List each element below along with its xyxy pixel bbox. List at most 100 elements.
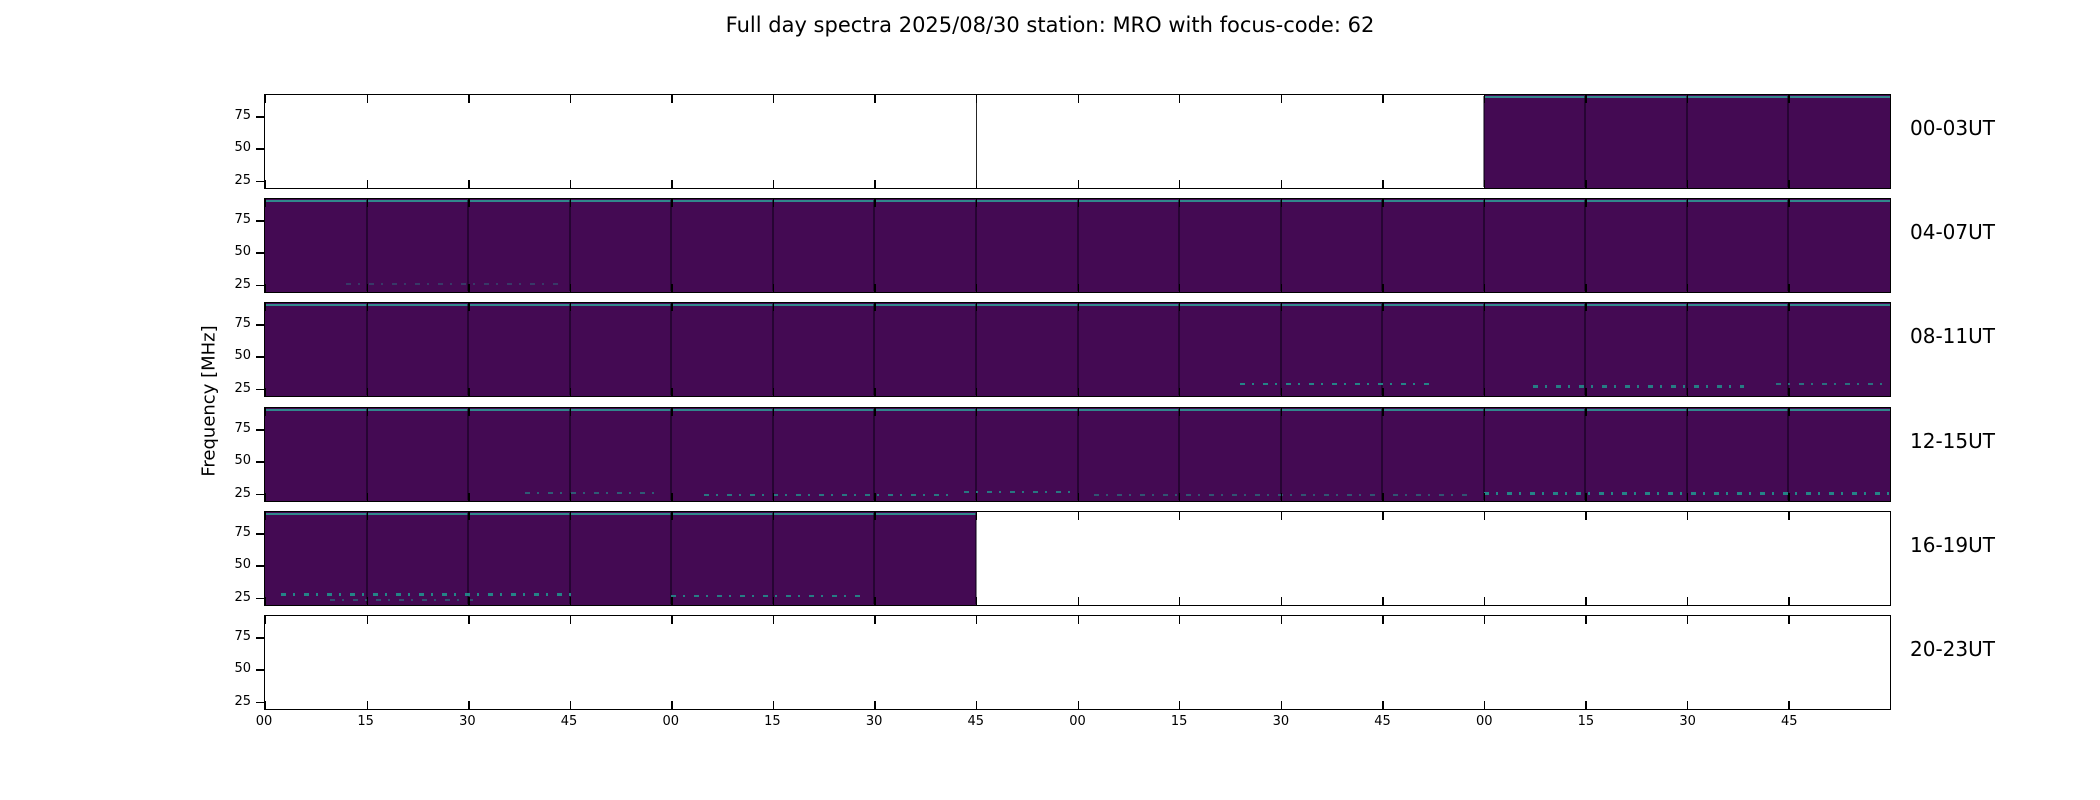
x-tick-mark — [772, 512, 775, 520]
x-tick-mark — [1179, 95, 1181, 103]
spectrogram-top-edge — [265, 513, 976, 515]
x-tick-mark — [1788, 408, 1790, 416]
x-tick-mark — [366, 616, 368, 624]
y-tick-mark — [256, 284, 264, 286]
x-tick-mark — [975, 701, 978, 709]
x-tick-mark — [1483, 493, 1486, 501]
x-tick-mark — [1585, 493, 1587, 501]
x-tick-mark — [265, 701, 267, 709]
quarter-hour-grid-line — [467, 513, 470, 604]
quarter-hour-grid-line — [1482, 200, 1485, 291]
x-tick-label: 15 — [1170, 714, 1188, 729]
x-tick-label: 00 — [662, 714, 680, 729]
x-tick-mark — [468, 180, 470, 188]
x-tick-mark — [1788, 616, 1790, 624]
x-tick-mark — [772, 616, 775, 624]
x-tick-label: 15 — [764, 714, 781, 729]
x-tick-mark — [1382, 408, 1384, 416]
x-tick-mark — [1483, 701, 1486, 709]
x-tick-mark — [265, 616, 267, 624]
quarter-hour-grid-line — [873, 200, 876, 291]
x-tick-mark — [265, 493, 267, 501]
quarter-hour-grid-line — [1787, 96, 1790, 187]
x-tick-mark — [1179, 303, 1181, 311]
x-tick-mark — [671, 180, 673, 188]
x-tick-mark — [975, 597, 978, 605]
x-tick-mark — [1280, 303, 1283, 311]
x-tick-mark — [468, 284, 470, 292]
x-tick-mark — [1077, 512, 1079, 520]
quarter-hour-grid-line — [1279, 409, 1282, 500]
x-tick-mark — [1788, 284, 1790, 292]
quarter-hour-grid-line — [1178, 304, 1181, 395]
x-tick-mark — [1585, 408, 1587, 416]
x-tick-mark — [1483, 303, 1486, 311]
x-tick-mark — [874, 597, 876, 605]
x-tick-mark — [569, 95, 572, 103]
x-tick-mark — [1686, 95, 1689, 103]
x-tick-mark — [1280, 199, 1283, 207]
y-tick-mark — [256, 116, 264, 118]
x-tick-mark — [1280, 95, 1283, 103]
x-tick-mark — [874, 199, 876, 207]
x-tick-mark — [265, 303, 267, 311]
x-tick-mark — [468, 95, 470, 103]
quarter-hour-grid-line — [1482, 304, 1485, 395]
y-tick-label: 25 — [234, 172, 251, 188]
x-tick-mark — [1585, 95, 1587, 103]
speckle-band — [1532, 384, 1744, 388]
y-tick-mark — [256, 597, 264, 599]
x-tick-mark — [1179, 180, 1181, 188]
x-tick-mark — [1179, 512, 1181, 520]
x-tick-mark — [975, 199, 978, 207]
x-tick-mark — [772, 493, 775, 501]
y-tick-mark — [256, 701, 264, 703]
spectrogram-data — [265, 512, 976, 605]
quarter-hour-grid-line — [467, 200, 470, 291]
y-tick-mark — [256, 565, 264, 567]
quarter-hour-grid-line — [771, 409, 774, 500]
quarter-hour-grid-line — [1381, 200, 1384, 291]
quarter-hour-grid-line — [467, 409, 470, 500]
spectra-panel-04-07UT: 75 50 25 — [234, 198, 1891, 293]
quarter-hour-grid-line — [1178, 409, 1181, 500]
x-tick-mark — [265, 180, 267, 188]
x-tick-label: 00 — [1475, 714, 1493, 729]
x-tick-mark — [1686, 388, 1689, 396]
quarter-hour-grid-line — [1076, 304, 1079, 395]
spectra-panel-08-11UT: 75 50 25 — [234, 302, 1891, 397]
x-tick-mark — [1686, 180, 1689, 188]
quarter-hour-grid-line — [771, 513, 774, 604]
x-tick-mark — [1280, 597, 1283, 605]
x-tick-mark — [1280, 180, 1283, 188]
quarter-hour-grid-line — [1584, 304, 1587, 395]
x-tick-mark — [265, 388, 267, 396]
x-tick-mark — [1077, 199, 1079, 207]
x-tick-mark — [874, 95, 876, 103]
x-tick-mark — [1788, 493, 1790, 501]
x-tick-mark — [874, 408, 876, 416]
x-tick-mark — [265, 284, 267, 292]
x-tick-mark — [1077, 388, 1079, 396]
x-tick-mark — [772, 180, 775, 188]
x-tick-mark — [671, 199, 673, 207]
x-tick-label: 15 — [1577, 714, 1595, 729]
quarter-hour-grid-line — [1584, 409, 1587, 500]
quarter-hour-grid-line — [1381, 304, 1384, 395]
x-tick-mark — [366, 408, 368, 416]
quarter-hour-grid-line — [1584, 96, 1587, 187]
x-tick-label: 00 — [1069, 714, 1086, 729]
quarter-hour-grid-line — [873, 513, 876, 604]
x-tick-mark — [975, 388, 978, 396]
speckle-band — [671, 594, 867, 597]
x-tick-mark — [468, 512, 470, 520]
y-tick-label: 75 — [234, 108, 251, 124]
x-tick-mark — [1686, 512, 1689, 520]
x-tick-mark — [975, 284, 978, 292]
x-tick-mark — [1077, 303, 1079, 311]
y-tick-label: 25 — [234, 589, 251, 605]
quarter-hour-grid-line — [873, 304, 876, 395]
spectra-panel-00-03UT: 75 50 25 — [234, 94, 1891, 189]
x-tick-mark — [772, 388, 775, 396]
y-tick-label: 25 — [234, 276, 251, 292]
